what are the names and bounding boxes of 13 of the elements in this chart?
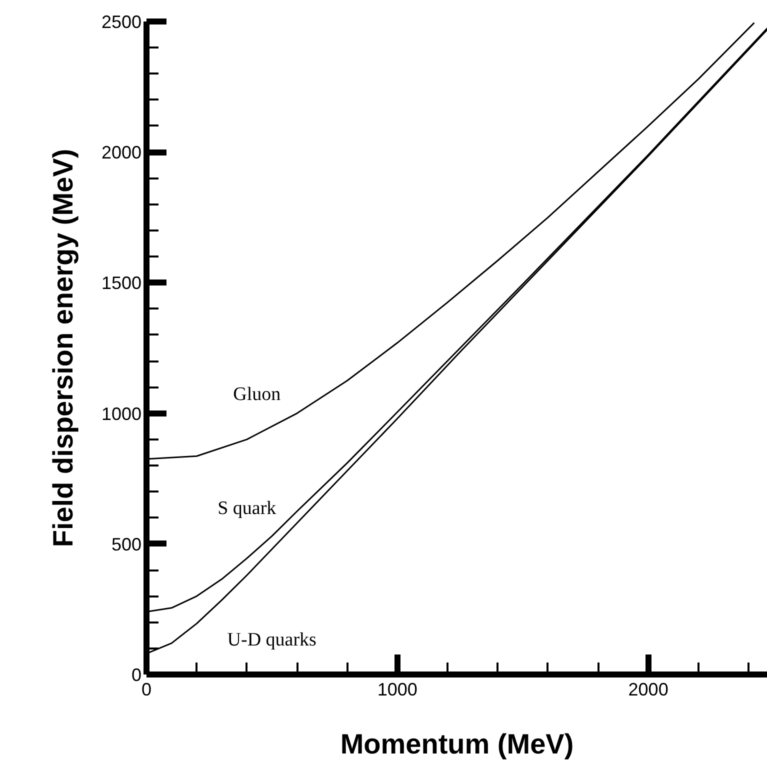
y-tick-label: 500 — [111, 534, 142, 554]
y-tick-label: 2500 — [101, 12, 142, 32]
y-tick-label: 2000 — [101, 142, 142, 163]
series-label: Gluon — [233, 384, 282, 405]
series-label: U-D quarks — [227, 630, 316, 651]
y-tick-label: 0 — [131, 665, 142, 685]
y-tick-label: 1000 — [101, 404, 142, 424]
y-axis-title: Field dispersion energy (MeV) — [47, 148, 78, 548]
x-axis-title: Momentum (MeV) — [340, 728, 574, 760]
x-tick-label: 2000 — [628, 680, 668, 700]
x-tick-label: 1000 — [377, 680, 418, 700]
y-tick-label: 1500 — [101, 273, 142, 294]
series-label: S quark — [218, 498, 277, 519]
